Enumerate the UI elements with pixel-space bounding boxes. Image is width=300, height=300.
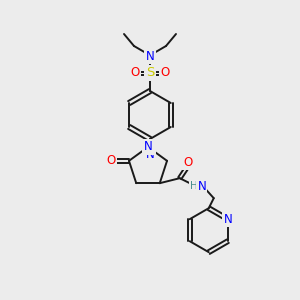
Text: H: H xyxy=(190,181,198,191)
Text: O: O xyxy=(160,67,169,80)
Text: N: N xyxy=(146,148,154,161)
Text: N: N xyxy=(197,180,206,193)
Text: N: N xyxy=(144,140,152,154)
Text: S: S xyxy=(146,67,154,80)
Text: O: O xyxy=(183,156,192,169)
Text: N: N xyxy=(146,50,154,62)
Text: O: O xyxy=(106,154,116,167)
Text: O: O xyxy=(130,67,140,80)
Text: N: N xyxy=(224,213,232,226)
